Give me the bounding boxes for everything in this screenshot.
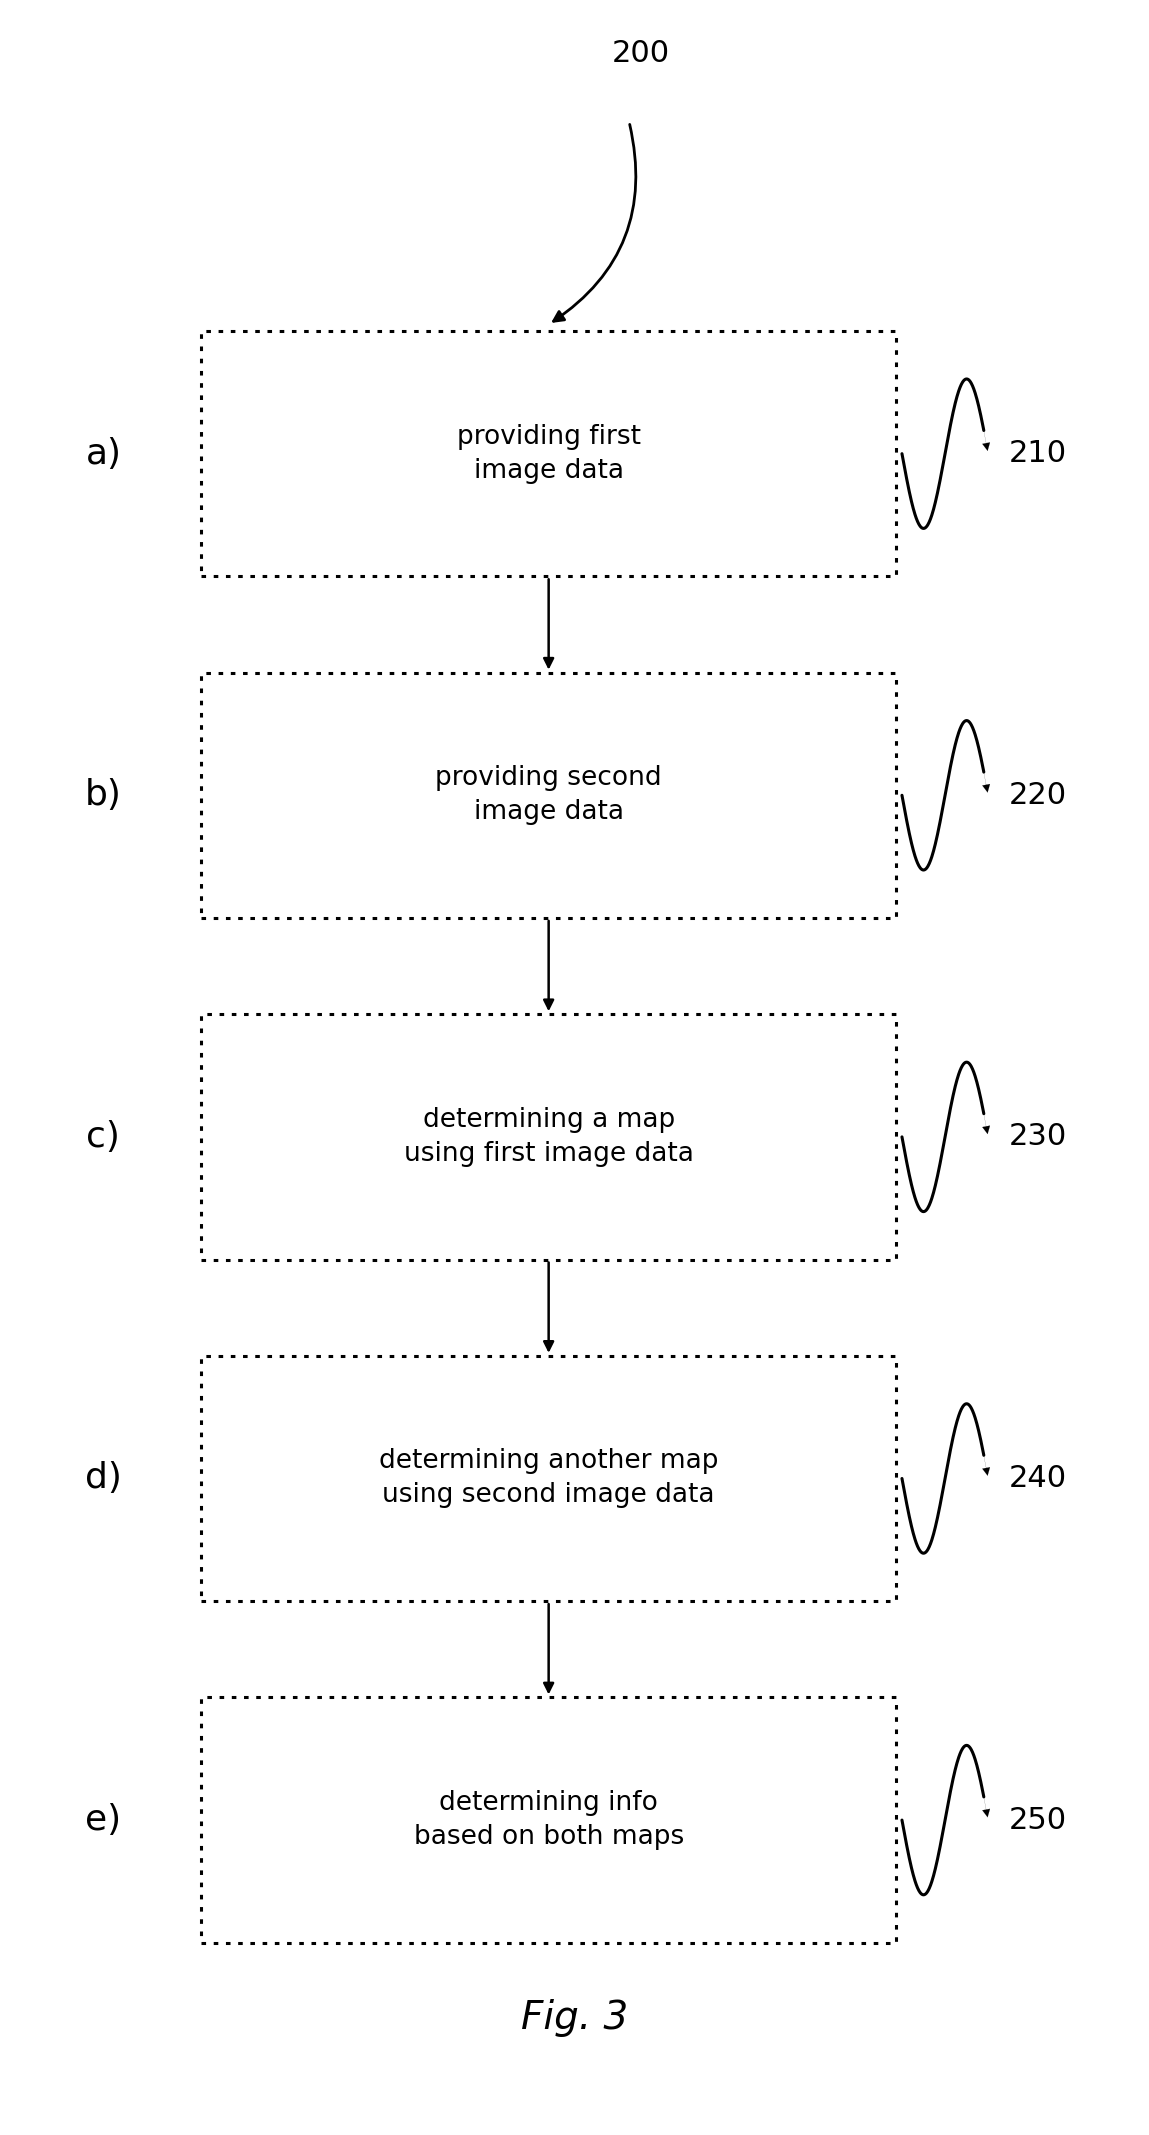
FancyBboxPatch shape — [201, 1356, 896, 1601]
Text: 230: 230 — [1009, 1123, 1067, 1151]
Text: c): c) — [86, 1121, 121, 1153]
Text: determining a map
using first image data: determining a map using first image data — [403, 1106, 694, 1168]
Text: Fig. 3: Fig. 3 — [520, 1998, 629, 2037]
Text: 200: 200 — [611, 38, 670, 68]
Text: 210: 210 — [1009, 440, 1067, 468]
Text: b): b) — [85, 779, 122, 811]
FancyBboxPatch shape — [201, 1014, 896, 1260]
Text: determining another map
using second image data: determining another map using second ima… — [379, 1448, 718, 1509]
Text: providing second
image data: providing second image data — [435, 764, 662, 826]
Text: e): e) — [85, 1804, 122, 1836]
Text: 220: 220 — [1009, 781, 1067, 809]
Text: providing first
image data: providing first image data — [456, 423, 641, 485]
Text: 250: 250 — [1009, 1806, 1067, 1834]
Text: determining info
based on both maps: determining info based on both maps — [414, 1789, 684, 1851]
FancyBboxPatch shape — [201, 673, 896, 918]
Text: d): d) — [85, 1462, 122, 1494]
Text: 240: 240 — [1009, 1465, 1067, 1492]
FancyBboxPatch shape — [201, 331, 896, 576]
Text: a): a) — [85, 438, 122, 470]
FancyBboxPatch shape — [201, 1697, 896, 1943]
